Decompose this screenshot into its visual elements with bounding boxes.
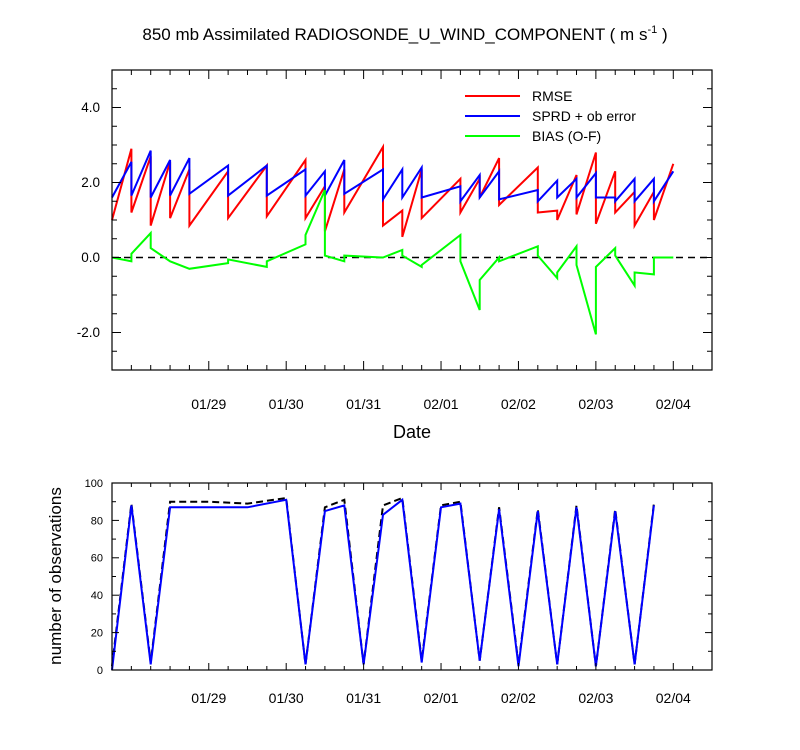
- top-y-tick-label: 0.0: [81, 250, 100, 265]
- y-axis-label: number of observations: [46, 487, 65, 665]
- bottom-y-tick-label: 100: [85, 478, 103, 490]
- observation-count-chart: 01/29 01/30 01/31 02/01 02/02 02/03 02/04 0 20 40…: [46, 478, 713, 706]
- top-x-tick-label: 01/31: [346, 396, 381, 412]
- bottom-x-tick-label: 02/02: [501, 690, 536, 706]
- top-y-tick-label: -2.0: [77, 325, 100, 340]
- top-x-tick-label: 02/04: [656, 396, 691, 412]
- legend-label: BIAS (O-F): [532, 128, 601, 144]
- bottom-plot-frame: [111, 482, 713, 671]
- top-series-rmse: [111, 143, 675, 238]
- legend-label: RMSE: [532, 88, 572, 104]
- bottom-y-tick-label: 80: [91, 515, 103, 527]
- x-axis-label: Date: [393, 422, 431, 442]
- chart-title-superscript: -1: [647, 24, 657, 36]
- top-series-sprd-ob-error: [111, 150, 675, 205]
- bottom-x-tick-label: 01/31: [346, 690, 381, 706]
- legend: RMSE SPRD + ob error BIAS (O-F): [465, 88, 636, 144]
- chart-title-main: 850 mb Assimilated RADIOSONDE_U_WIND_COM…: [142, 25, 647, 44]
- chart-title: 850 mb Assimilated RADIOSONDE_U_WIND_COM…: [142, 24, 667, 44]
- top-x-tick-label: 02/03: [578, 396, 613, 412]
- top-x-tick-label: 02/02: [501, 396, 536, 412]
- bottom-y-tick-label: 40: [91, 590, 103, 602]
- bottom-x-tick-label: 02/01: [424, 690, 459, 706]
- bias-rmse-chart: 850 mb Assimilated RADIOSONDE_U_WIND_COM…: [77, 24, 713, 442]
- bottom-x-tick-label: 01/29: [191, 690, 226, 706]
- chart-title-end: ): [657, 25, 667, 44]
- legend-label: SPRD + ob error: [532, 108, 636, 124]
- bottom-x-tick-label: 02/03: [578, 690, 613, 706]
- bottom-y-tick-label: 60: [91, 553, 103, 565]
- top-x-tick-label: 01/29: [191, 396, 226, 412]
- bottom-x-tick-label: 02/04: [656, 690, 691, 706]
- bottom-y-tick-label: 0: [97, 665, 103, 677]
- top-plot-frame: [111, 69, 713, 371]
- bottom-series-assimilated: [111, 497, 655, 671]
- top-y-tick-label: 2.0: [81, 175, 100, 190]
- top-y-tick-label: 4.0: [81, 100, 100, 115]
- top-series-bias-o-f: [111, 189, 674, 335]
- top-x-tick-label: 01/30: [269, 396, 304, 412]
- top-x-tick-label: 02/01: [424, 396, 459, 412]
- bottom-y-tick-label: 20: [91, 627, 103, 639]
- bottom-x-tick-label: 01/30: [269, 690, 304, 706]
- bottom-series-possible: [111, 496, 655, 667]
